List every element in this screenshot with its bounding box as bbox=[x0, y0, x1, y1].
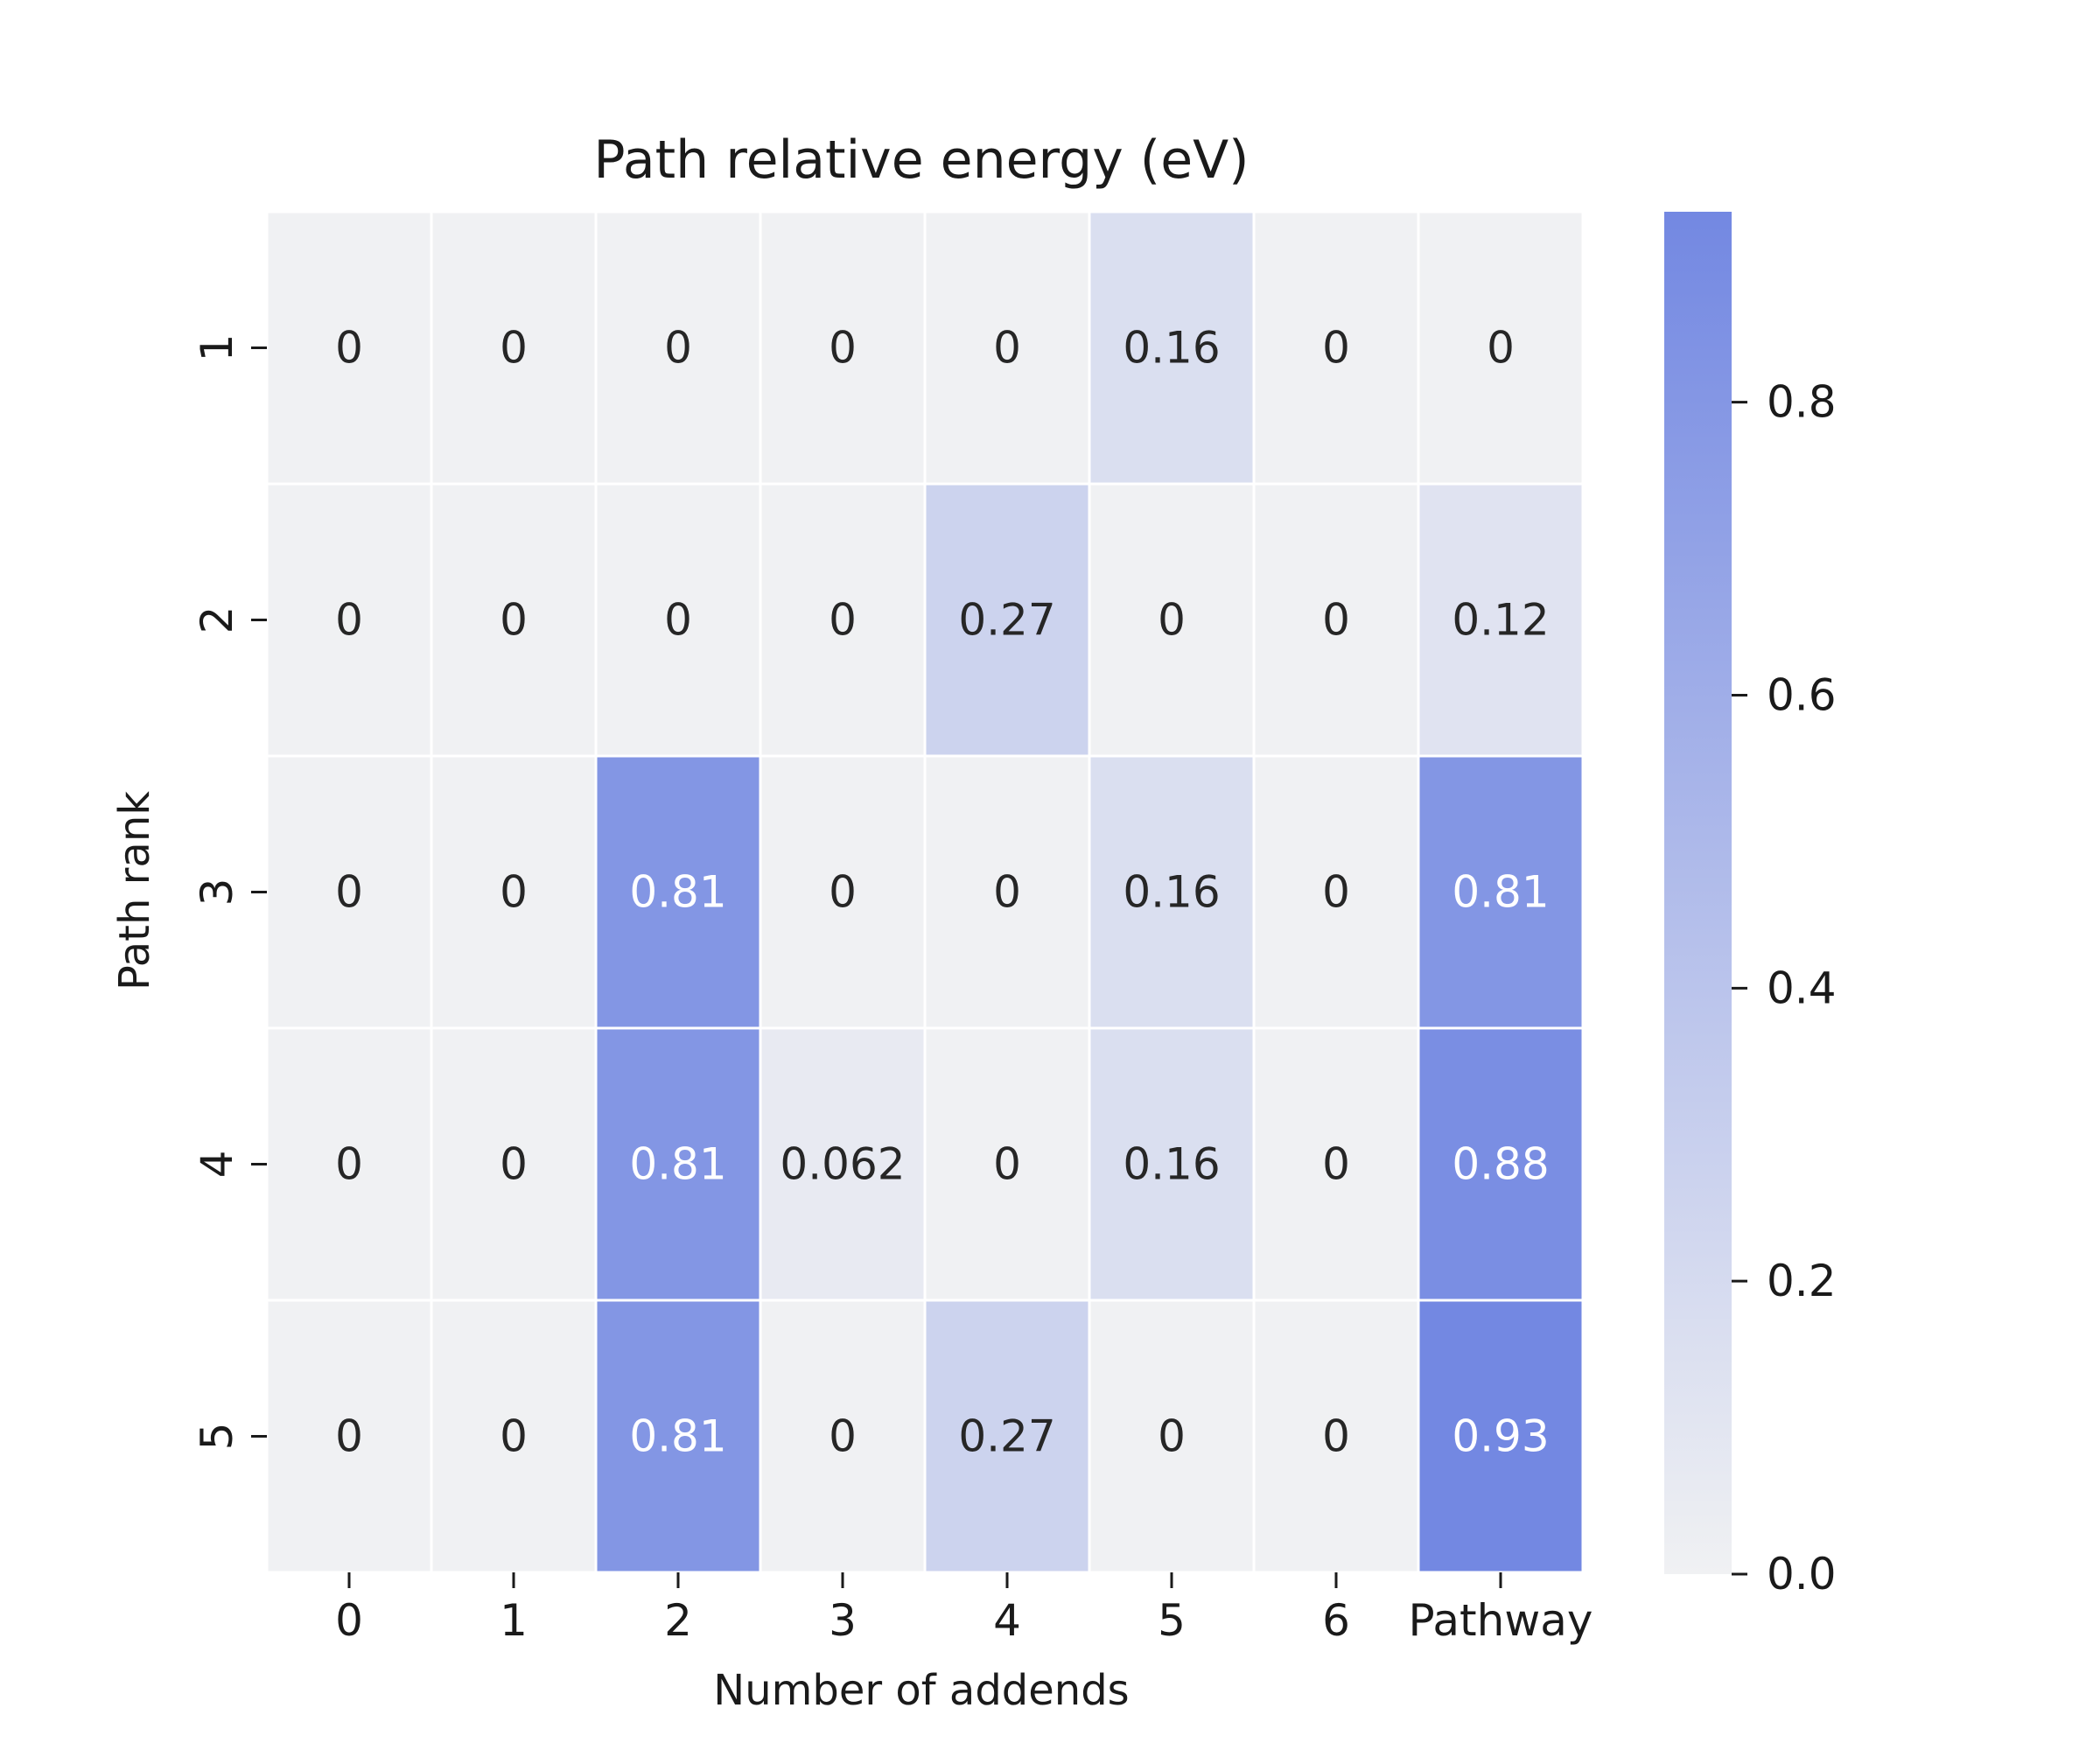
colorbar-tick-label: 0.2 bbox=[1767, 1256, 1837, 1306]
cell-label: 0 bbox=[993, 323, 1021, 374]
heatmap-cell bbox=[594, 210, 762, 486]
x-tick-label: Pathway bbox=[1409, 1595, 1593, 1646]
heatmap-cell bbox=[923, 1298, 1091, 1574]
cell-label: 0 bbox=[1158, 595, 1186, 646]
cell-label: 0 bbox=[500, 323, 528, 374]
heatmap-cell bbox=[759, 482, 927, 758]
heatmap-cell bbox=[265, 210, 433, 486]
heatmap-cell bbox=[1088, 482, 1256, 758]
cell-label: 0 bbox=[500, 867, 528, 918]
heatmap-cell bbox=[1417, 1298, 1585, 1574]
y-tick-label: 2 bbox=[192, 606, 242, 634]
cell-label: 0 bbox=[500, 595, 528, 646]
cell-label: 0 bbox=[1322, 1139, 1350, 1190]
cell-label: 0.81 bbox=[629, 867, 726, 918]
x-tick-label: 0 bbox=[335, 1595, 363, 1646]
x-tick-label: 2 bbox=[664, 1595, 692, 1646]
heatmap-cell bbox=[923, 1026, 1091, 1302]
heatmap-cell bbox=[1088, 1298, 1256, 1574]
heatmap-cell bbox=[923, 754, 1091, 1030]
heatmap-cell bbox=[430, 754, 598, 1030]
colorbar-tick-label: 0.0 bbox=[1767, 1549, 1837, 1600]
heatmap-cell bbox=[1417, 210, 1585, 486]
heatmap-cell bbox=[759, 1298, 927, 1574]
cell-label: 0 bbox=[1322, 1411, 1350, 1462]
colorbar bbox=[1664, 212, 1732, 1574]
cell-label: 0.81 bbox=[629, 1411, 726, 1462]
cell-label: 0.93 bbox=[1452, 1411, 1549, 1462]
cell-label: 0.062 bbox=[780, 1139, 905, 1190]
colorbar-axis: 0.0 0.2 0.4 0.6 0.8 bbox=[1732, 377, 1837, 1600]
cell-label: 0 bbox=[829, 867, 857, 918]
y-tick-label: 5 bbox=[192, 1423, 242, 1451]
cell-label: 0.81 bbox=[629, 1139, 726, 1190]
heatmap-cell bbox=[1252, 1026, 1420, 1302]
cell-label: 0 bbox=[500, 1139, 528, 1190]
heatmap-cell bbox=[1088, 754, 1256, 1030]
y-tick-label: 4 bbox=[192, 1151, 242, 1179]
heatmap-cell bbox=[1417, 482, 1585, 758]
cell-label: 0 bbox=[664, 595, 692, 646]
heatmap-cell bbox=[1417, 754, 1585, 1030]
colorbar-tick-label: 0.6 bbox=[1767, 669, 1837, 720]
x-axis: 0 1 2 3 4 5 6 Pathway bbox=[335, 1572, 1592, 1646]
cell-label: 0 bbox=[829, 323, 857, 374]
heatmap-cell bbox=[594, 1298, 762, 1574]
cell-label: 0 bbox=[993, 867, 1021, 918]
heatmap-cell bbox=[1252, 754, 1420, 1030]
cell-label: 0 bbox=[1322, 867, 1350, 918]
heatmap-cell bbox=[1252, 1298, 1420, 1574]
cell-label: 0 bbox=[829, 1411, 857, 1462]
y-axis-label: Path rank bbox=[110, 791, 159, 990]
cell-label: 0 bbox=[1158, 1411, 1186, 1462]
heatmap-cell bbox=[759, 1026, 927, 1302]
cell-label: 0.27 bbox=[958, 1411, 1055, 1462]
cell-label: 0 bbox=[1322, 595, 1350, 646]
cell-label: 0 bbox=[335, 323, 363, 374]
cell-label: 0 bbox=[829, 595, 857, 646]
heatmap-cells: 0 0 0 0 0 0.16 0 0 0 0 0 0 0.27 0 0 0.12 0 0 0.81 0 0 0.16 0 0.… bbox=[265, 210, 1585, 1574]
heatmap-cell bbox=[265, 1026, 433, 1302]
heatmap-cell bbox=[923, 210, 1091, 486]
cell-label: 0.16 bbox=[1123, 323, 1220, 374]
x-tick-label: 1 bbox=[500, 1595, 528, 1646]
x-axis-label: Number of addends bbox=[713, 1666, 1129, 1715]
cell-label: 0.88 bbox=[1452, 1139, 1549, 1190]
cell-label: 0 bbox=[1322, 323, 1350, 374]
y-tick-label: 3 bbox=[192, 878, 242, 906]
cell-label: 0.81 bbox=[1452, 867, 1549, 918]
cell-label: 0 bbox=[335, 1411, 363, 1462]
cell-label: 0 bbox=[500, 1411, 528, 1462]
heatmap-cell bbox=[759, 210, 927, 486]
cell-label: 0 bbox=[335, 1139, 363, 1190]
y-axis: 1 2 3 4 5 bbox=[192, 334, 267, 1451]
x-tick-label: 5 bbox=[1158, 1595, 1186, 1646]
y-tick-label: 1 bbox=[192, 334, 242, 362]
heatmap-cell bbox=[594, 1026, 762, 1302]
x-tick-label: 4 bbox=[993, 1595, 1021, 1646]
heatmap-cell bbox=[430, 482, 598, 758]
cell-label: 0 bbox=[1487, 323, 1515, 374]
colorbar-tick-label: 0.4 bbox=[1767, 962, 1837, 1013]
heatmap-cell bbox=[594, 754, 762, 1030]
x-tick-label: 6 bbox=[1322, 1595, 1350, 1646]
heatmap-cell bbox=[759, 754, 927, 1030]
heatmap-cell bbox=[1088, 210, 1256, 486]
x-tick-label: 3 bbox=[829, 1595, 857, 1646]
cell-label: 0.16 bbox=[1123, 867, 1220, 918]
cell-label: 0.16 bbox=[1123, 1139, 1220, 1190]
heatmap-cell bbox=[430, 210, 598, 486]
cell-label: 0.27 bbox=[958, 595, 1055, 646]
heatmap-cell bbox=[923, 482, 1091, 758]
cell-label: 0 bbox=[664, 323, 692, 374]
chart-title: Path relative energy (eV) bbox=[593, 130, 1249, 191]
cell-label: 0 bbox=[335, 595, 363, 646]
cell-label: 0.12 bbox=[1452, 595, 1549, 646]
cell-label: 0 bbox=[335, 867, 363, 918]
colorbar-tick-label: 0.8 bbox=[1767, 377, 1837, 428]
cell-label: 0 bbox=[993, 1139, 1021, 1190]
